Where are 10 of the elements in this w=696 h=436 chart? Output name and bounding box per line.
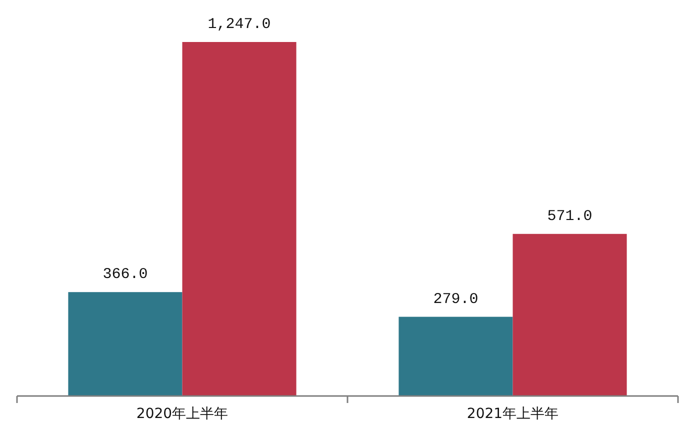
data-label: 279.0 (433, 290, 478, 308)
bar (512, 234, 627, 396)
bar (398, 316, 513, 396)
bar (68, 292, 182, 396)
data-label: 366.0 (102, 266, 148, 284)
data-label: 1,247.0 (208, 16, 271, 33)
bar (182, 42, 296, 396)
data-label: 571.0 (547, 208, 592, 225)
x-tick-label: 2020年上半年 (136, 406, 228, 422)
x-tick-label: 2021年上半年 (466, 406, 559, 422)
